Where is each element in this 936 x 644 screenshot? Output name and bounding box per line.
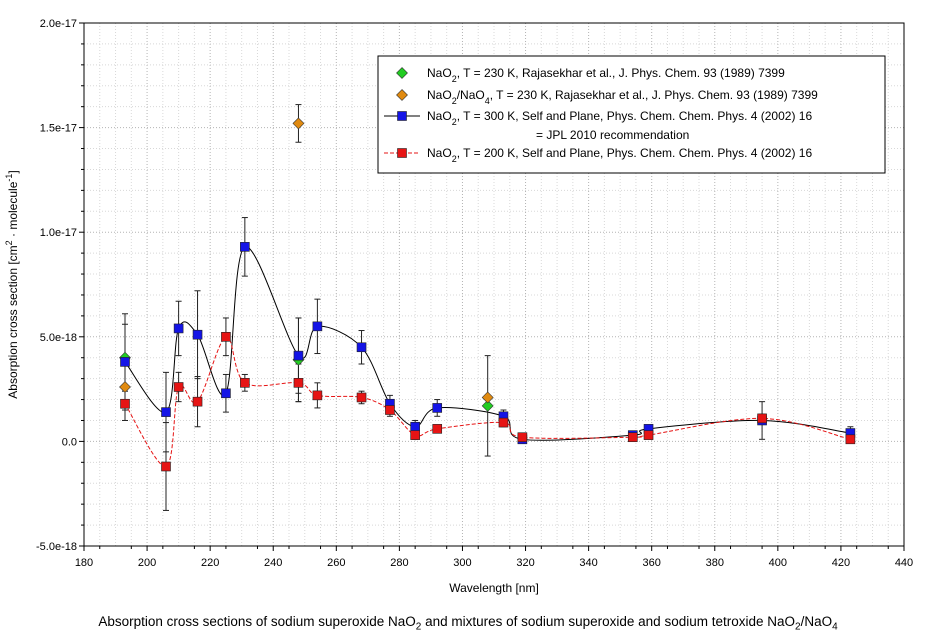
figure-caption: Absorption cross sections of sodium supe… xyxy=(98,614,838,633)
x-tick-label: 420 xyxy=(832,557,850,569)
nao2-200-self-plane-point xyxy=(517,432,528,443)
grid-lines xyxy=(84,23,904,546)
plot-frame xyxy=(83,22,905,547)
nao2-200-self-plane-point xyxy=(120,398,130,409)
nao2-300-self-plane-point xyxy=(161,407,171,417)
nao2-300-self-plane-point xyxy=(173,323,184,334)
legend-label: NaO2, T = 300 K, Self and Plane, Phys. C… xyxy=(427,109,812,127)
nao2-nao4-230-rajasekhar-markers xyxy=(119,117,494,404)
nao2-300-self-plane-point xyxy=(432,403,443,413)
nao2-200-self-plane-point xyxy=(192,396,203,407)
x-tick-label: 340 xyxy=(579,557,597,569)
x-tick-label: 440 xyxy=(895,557,913,569)
nao2-200-self-plane-point xyxy=(410,430,420,440)
y-tick-label: 2.0e-17 xyxy=(40,18,77,30)
nao2-200-self-plane-point xyxy=(240,378,250,388)
nao2-200-self-plane-point xyxy=(312,390,323,401)
x-tick-label: 380 xyxy=(706,557,724,569)
x-tick-label: 300 xyxy=(453,557,471,569)
legend-label: NaO2/NaO4, T = 230 K, Rajasekhar et al.,… xyxy=(427,88,818,106)
nao2-300-self-plane-point xyxy=(410,421,420,432)
legend-label: NaO2, T = 230 K, Rajasekhar et al., J. P… xyxy=(427,66,785,84)
nao2-200-self-plane-point xyxy=(293,378,304,388)
x-tick-label: 220 xyxy=(201,557,219,569)
nao2-nao4-230-rajasekhar-point xyxy=(292,117,305,130)
legend-marker xyxy=(396,67,408,79)
x-tick-label: 320 xyxy=(516,557,534,569)
nao2-200-self-plane-point xyxy=(221,331,231,342)
nao2-nao4-230-rajasekhar-point xyxy=(119,381,131,393)
x-tick-label: 280 xyxy=(390,557,408,569)
x-tick-label: 180 xyxy=(75,557,93,569)
x-tick-label: 260 xyxy=(327,557,345,569)
nao2-200-self-plane-markers xyxy=(120,331,856,472)
nao2-300-self-plane-point xyxy=(293,350,304,361)
chart-svg: 180 200 220 240 260 280 300 320 340 360 380 400 420 4… xyxy=(4,18,913,595)
legend-entry-nao2-200-self-plane: NaO2, T = 200 K, Self and Plane, Phys. C… xyxy=(384,146,812,164)
nao2-200-self-plane-point xyxy=(643,430,654,440)
axis-ticks: 180 200 220 240 260 280 300 320 340 360 380 400 420 4… xyxy=(36,18,913,569)
legend-entry-nao2-nao4-230-rajasekhar: NaO2/NaO4, T = 230 K, Rajasekhar et al.,… xyxy=(396,88,818,106)
legend-entry-nao2-230-rajasekhar: NaO2, T = 230 K, Rajasekhar et al., J. P… xyxy=(396,66,785,84)
legend-marker xyxy=(396,89,408,101)
legend-label: NaO2, T = 200 K, Self and Plane, Phys. C… xyxy=(427,146,812,164)
nao2-230-rajasekhar-point xyxy=(481,399,494,412)
y-tick-label: -5.0e-18 xyxy=(36,541,77,553)
legend-marker xyxy=(397,111,407,121)
nao2-200-self-plane-point xyxy=(627,432,638,443)
nao2-200-self-plane-point xyxy=(845,434,856,445)
x-tick-label: 200 xyxy=(138,557,156,569)
legend: NaO2, T = 230 K, Rajasekhar et al., J. P… xyxy=(377,55,886,174)
nao2-200-self-plane-point xyxy=(173,382,184,392)
data-series xyxy=(119,104,856,511)
x-tick-label: 240 xyxy=(264,557,282,569)
nao2-200-self-plane-point xyxy=(356,392,367,403)
nao2-200-self-plane-point xyxy=(757,413,767,424)
nao2-300-self-plane-point xyxy=(312,321,323,332)
y-tick-label: 1.0e-17 xyxy=(40,227,77,239)
nao2-200-self-plane-point xyxy=(432,424,443,434)
nao2-300-self-plane-point xyxy=(221,388,231,399)
y-tick-label: 1.5e-17 xyxy=(40,123,77,135)
x-tick-label: 360 xyxy=(643,557,661,569)
legend-marker xyxy=(397,148,407,158)
nao2-nao4-230-rajasekhar-point xyxy=(481,391,494,404)
nao2-300-self-plane-point xyxy=(192,329,203,340)
nao2-300-self-plane-point xyxy=(356,342,367,353)
legend-label-line2: = JPL 2010 recommendation xyxy=(536,128,689,142)
nao2-200-self-plane-point xyxy=(385,405,395,415)
legend-entry-nao2-300-self-plane: NaO2, T = 300 K, Self and Plane, Phys. C… xyxy=(384,109,812,142)
legend-box xyxy=(377,55,886,174)
nao2-200-self-plane-point xyxy=(161,461,171,472)
x-axis-label: Wavelength [nm] xyxy=(449,581,539,595)
y-axis-label: Absorption cross section [cm2 · molecule… xyxy=(4,170,20,398)
nao2-200-self-plane-line xyxy=(124,336,851,467)
nao2-200-self-plane-point xyxy=(498,417,509,428)
nao2-300-self-plane-point xyxy=(120,357,130,367)
y-tick-label: 0.0 xyxy=(62,436,77,448)
y-tick-label: 5.0e-18 xyxy=(40,332,77,344)
x-tick-label: 400 xyxy=(769,557,787,569)
nao2-300-self-plane-point xyxy=(240,242,250,252)
